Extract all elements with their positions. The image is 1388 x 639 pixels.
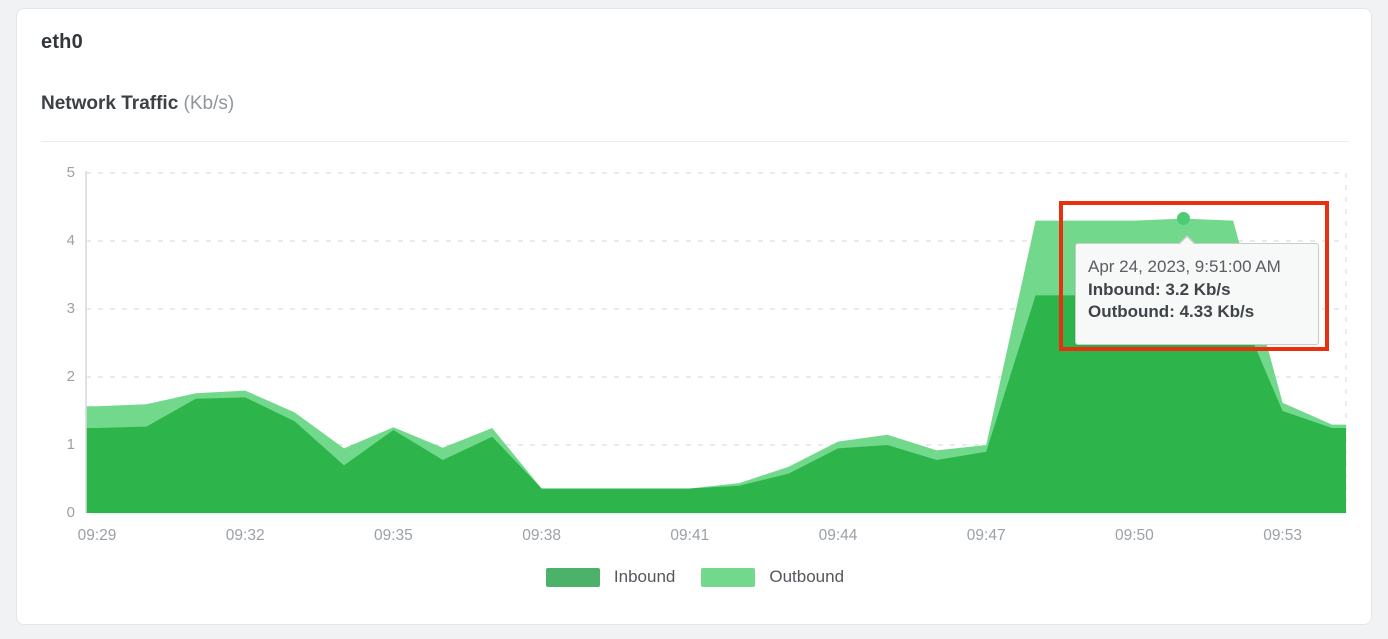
tooltip-inbound-value: Inbound: 3.2 Kb/s — [1088, 280, 1231, 299]
chart-title: Network Traffic (Kb/s) — [41, 93, 234, 115]
legend-item-outbound[interactable]: Outbound — [701, 567, 844, 587]
y-tick-label: 0 — [66, 504, 75, 521]
y-tick-label: 2 — [66, 368, 75, 385]
tooltip-outbound-value: Outbound: 4.33 Kb/s — [1088, 302, 1255, 321]
tooltip-timestamp: Apr 24, 2023, 9:51:00 AM — [1088, 257, 1281, 276]
x-tick-label: 09:35 — [373, 527, 413, 544]
hover-point-marker — [1177, 212, 1191, 226]
chart-legend: Inbound Outbound — [17, 567, 1373, 587]
x-tick-label: 09:53 — [1263, 527, 1302, 544]
x-tick-label: 09:38 — [522, 527, 561, 544]
inbound-legend-label: Inbound — [613, 567, 676, 586]
interface-title: eth0 — [41, 31, 83, 53]
inbound-color-swatch — [545, 567, 600, 587]
outbound-color-swatch — [701, 567, 756, 587]
header-divider — [41, 141, 1349, 142]
tooltip-caret-fill — [1179, 237, 1195, 245]
y-tick-label: 4 — [66, 232, 75, 249]
x-tick-label: 09:47 — [966, 527, 1006, 544]
network-traffic-card: eth0 Network Traffic (Kb/s) 0 1 2 3 4 5 09:29… — [16, 8, 1372, 625]
chart-title-text: Network Traffic — [41, 93, 179, 114]
x-tick-label: 09:50 — [1114, 527, 1154, 544]
x-tick-label: 09:41 — [670, 527, 710, 544]
x-tick-label: 09:32 — [225, 527, 265, 544]
traffic-area-chart[interactable]: 0 1 2 3 4 5 09:29 09:32 09:35 09:38 09:41 09:44 09:… — [17, 9, 1373, 626]
y-tick-label: 3 — [66, 300, 75, 317]
legend-item-inbound[interactable]: Inbound — [545, 567, 676, 587]
outbound-legend-label: Outbound — [769, 567, 845, 586]
chart-canvas[interactable] — [17, 9, 1373, 626]
chart-title-unit: (Kb/s) — [183, 93, 235, 114]
y-tick-label: 1 — [66, 436, 75, 453]
y-tick-label: 5 — [66, 164, 75, 181]
chart-tooltip: Apr 24, 2023, 9:51:00 AM Inbound: 3.2 Kb… — [1075, 235, 1319, 345]
x-tick-label: 09:29 — [77, 527, 117, 544]
x-tick-label: 09:44 — [818, 527, 858, 544]
